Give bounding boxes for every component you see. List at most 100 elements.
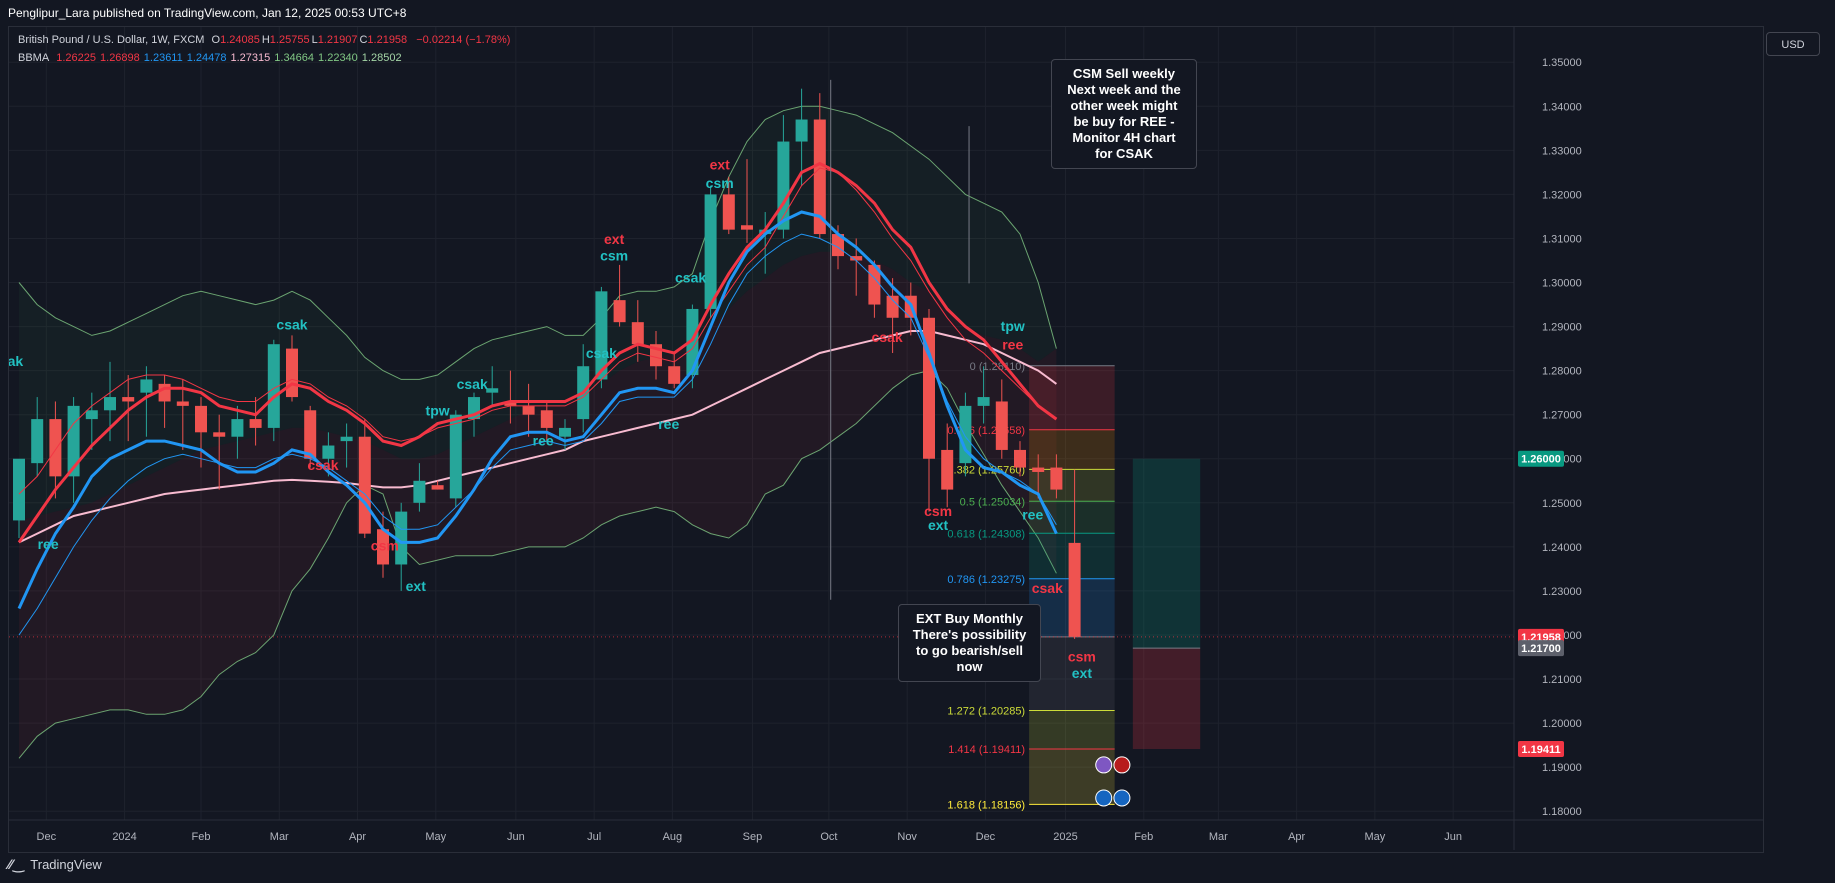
time-tick-label: Feb <box>1134 831 1153 843</box>
signal-label: csm <box>706 175 734 191</box>
fib-level-label: 1.272 (1.20285) <box>947 706 1025 718</box>
indicator-values: 1.26225 1.26898 1.23611 1.24478 1.27315 1.346… <box>56 52 405 64</box>
price-tick-label: 1.33000 <box>1542 145 1582 157</box>
ohlc-label: C <box>359 34 368 46</box>
fib-zone <box>1029 469 1115 502</box>
candle-body <box>31 419 44 464</box>
time-tick-label: Apr <box>1288 831 1305 843</box>
candle-body <box>668 366 681 384</box>
fib-zone <box>1029 365 1115 430</box>
time-tick-label: May <box>425 831 446 843</box>
fib-zone <box>1029 636 1115 711</box>
ohlc-label: H <box>261 34 270 46</box>
note-line: Monitor 4H chart <box>1072 130 1176 145</box>
signal-label: ak <box>9 353 23 369</box>
note-line: CSM Sell weekly <box>1073 66 1175 81</box>
note-line: EXT Buy Monthly <box>916 611 1023 626</box>
candle-body <box>522 405 535 415</box>
candle-body <box>886 295 899 318</box>
price-tick-label: 1.21000 <box>1542 674 1582 686</box>
note-line: be buy for REE - <box>1073 114 1175 129</box>
symbol-title: British Pound / U.S. Dollar, 1W, FXCM <box>18 34 205 46</box>
event-icon <box>1095 756 1113 774</box>
publisher-info: Penglipur_Lara published on TradingView.… <box>8 6 407 20</box>
price-tick-label: 1.19000 <box>1542 762 1582 774</box>
candle-body <box>85 410 98 420</box>
bb-upper-line <box>18 105 1057 380</box>
ma-pink-line <box>18 330 1057 544</box>
ohlc-value: 1.24085 <box>220 34 260 46</box>
candle-body <box>140 379 153 393</box>
ohlc-values: O1.24085 H1.25755 L1.21907 C1.21958 <box>212 34 410 46</box>
candle-body <box>304 410 317 459</box>
candle-body <box>122 397 135 402</box>
note-line: now <box>956 659 983 674</box>
signal-label: ext <box>604 231 625 247</box>
fib-level-label: 0.5 (1.25034) <box>960 496 1025 508</box>
candle-body <box>49 419 62 477</box>
indicator-value: 1.34664 <box>274 52 315 64</box>
signal-label: ree <box>533 433 554 449</box>
candle-body <box>595 291 608 380</box>
price-chart[interactable]: 0 (1.28110)0.236 (1.26658)0.382 (1.25760… <box>9 27 1763 852</box>
ma-red-slow-line <box>18 167 1057 495</box>
candle-body <box>977 397 990 406</box>
candle-body <box>486 388 499 393</box>
candle-body <box>67 405 80 477</box>
signal-label: ext <box>928 517 949 533</box>
candle-body <box>722 194 735 230</box>
candle-body <box>267 344 280 428</box>
candle-body <box>213 432 226 437</box>
signal-label: csm <box>371 537 399 553</box>
indicator-value: 1.23611 <box>143 52 183 64</box>
signal-label: ree <box>38 536 59 552</box>
candle-body <box>322 445 335 459</box>
candle-body <box>1014 449 1026 468</box>
price-tick-label: 1.27000 <box>1542 410 1582 422</box>
candle-body <box>995 401 1008 450</box>
time-tick-label: Feb <box>192 831 211 843</box>
time-tick-label: 2025 <box>1053 831 1077 843</box>
signal-label: ext <box>406 578 427 594</box>
candle-body <box>613 300 626 323</box>
candle-body <box>431 485 444 490</box>
candle-body <box>358 436 371 534</box>
signal-label: csak <box>276 317 307 333</box>
price-tick-label: 1.18000 <box>1542 806 1582 818</box>
candle-body <box>923 317 935 459</box>
candle-body <box>340 436 353 442</box>
ohlc-item: H1.25755 <box>262 34 310 46</box>
candle-body <box>176 401 189 406</box>
candle-body <box>104 397 116 411</box>
fib-level-label: 0.786 (1.23275) <box>947 574 1025 586</box>
time-tick-label: Nov <box>897 831 917 843</box>
bb-lower-line <box>18 370 1057 759</box>
tradingview-logo-icon: ⁄⁄‿ <box>8 856 25 872</box>
note-csm-sell: CSM Sell weekly Next week and the other … <box>1051 59 1197 169</box>
candle-body <box>813 119 826 235</box>
indicator-value: 1.27315 <box>230 52 271 64</box>
currency-button[interactable]: USD <box>1766 32 1820 56</box>
fib-zone <box>1029 429 1115 470</box>
price-tick-label: 1.35000 <box>1542 57 1582 69</box>
fib-zone <box>1029 710 1115 750</box>
chart-frame[interactable]: 0 (1.28110) 0.236 (1.26658) 0.382 (1.25760… <box>8 26 1764 853</box>
signal-label: ext <box>1072 665 1093 681</box>
fib-level-label: 0.382 (1.25760) <box>947 464 1025 476</box>
candle-body <box>413 480 426 503</box>
indicator-name: BBMA <box>18 52 50 64</box>
signal-label: csak <box>872 329 903 345</box>
price-tick-label: 1.31000 <box>1542 233 1582 245</box>
fib-level-label: 1.618 (1.18156) <box>947 799 1025 811</box>
signal-label: ree <box>1022 507 1043 523</box>
note-line: There's possibility <box>912 627 1027 642</box>
candle-body <box>686 308 699 376</box>
note-line: other week might <box>1070 98 1178 113</box>
signal-label: csak <box>457 376 488 392</box>
candle-body <box>559 427 571 437</box>
price-label: 1.21700 <box>1521 643 1561 655</box>
signal-label: csak <box>675 270 706 286</box>
candle-body <box>195 405 207 433</box>
footer-brand[interactable]: ⁄⁄‿ TradingView <box>8 856 102 873</box>
time-tick-label: 2024 <box>112 831 136 843</box>
